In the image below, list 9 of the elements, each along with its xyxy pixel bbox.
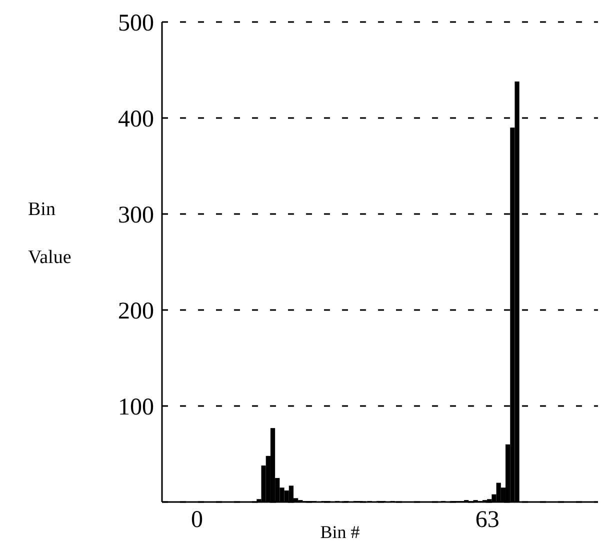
y-tick-label: 200: [118, 298, 154, 325]
x-tick-label: 63: [475, 507, 500, 534]
y-tick-label: 400: [118, 106, 154, 133]
y-tick-label: 300: [118, 202, 154, 229]
x-axis-title: Bin #: [320, 522, 360, 542]
y-tick-label: 100: [118, 394, 154, 421]
x-tick-label: 0: [191, 507, 204, 534]
text: Bin Value: [28, 199, 72, 268]
y-tick-label: 500: [118, 10, 154, 37]
